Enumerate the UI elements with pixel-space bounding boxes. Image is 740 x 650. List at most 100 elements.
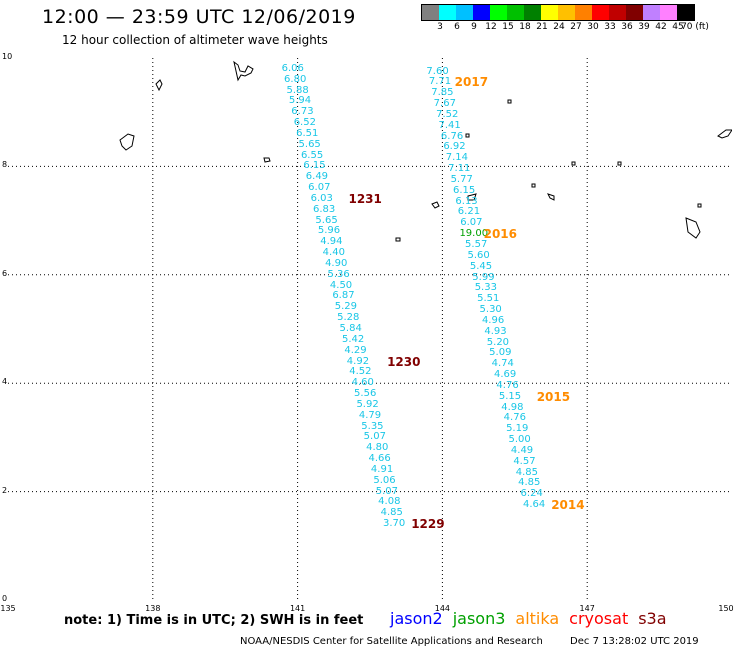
- map-canvas: [8, 58, 732, 600]
- wave-height-value: 4.29: [344, 344, 367, 356]
- wave-height-value: 5.35: [361, 420, 384, 432]
- island-shape: [685, 217, 701, 239]
- color-scale-label: 45: [672, 22, 684, 32]
- footer: NOAA/NESDIS Center for Satellite Applica…: [240, 636, 699, 647]
- credit-text: NOAA/NESDIS Center for Satellite Applica…: [240, 636, 543, 647]
- satellite-legend: jason2 jason3 altika cryosat s3a: [390, 609, 677, 628]
- wave-height-value: 6.76: [440, 130, 464, 142]
- island-shape: [431, 201, 440, 209]
- wave-height-value: 4.08: [378, 496, 401, 508]
- wave-height-value: 5.29: [334, 301, 357, 313]
- x-tick-label: 147: [579, 604, 595, 613]
- island-shape: [617, 161, 622, 166]
- color-scale-label: 39: [638, 22, 650, 32]
- wave-height-value: 19.00: [459, 228, 489, 240]
- page-subtitle: 12 hour collection of altimeter wave hei…: [62, 33, 328, 47]
- wave-height-value: 6.55: [300, 149, 324, 161]
- wave-height-value: 5.20: [486, 336, 510, 348]
- color-scale-swatch: [541, 5, 558, 20]
- wave-height-value: 5.45: [469, 260, 493, 272]
- wave-height-value: 7.52: [436, 108, 459, 120]
- island-shape: [697, 203, 702, 208]
- island-shape: [233, 60, 254, 82]
- wave-height-value: 6.49: [305, 171, 329, 183]
- wave-height-value: 4.66: [368, 453, 391, 465]
- generated-timestamp: Dec 7 13:28:02 UTC 2019: [570, 636, 699, 647]
- time-tag: 1230: [387, 354, 421, 369]
- wave-height-value: 3.70: [382, 518, 406, 530]
- wave-height-value: 5.00: [508, 434, 531, 446]
- wave-height-value: 5.77: [450, 173, 473, 185]
- color-scale-swatch: [626, 5, 643, 20]
- color-scale-swatch: [677, 5, 694, 20]
- wave-height-value: 7.14: [445, 152, 469, 164]
- island-shape: [263, 157, 271, 163]
- wave-height-value: 6.83: [313, 203, 336, 215]
- color-scale-swatch: [473, 5, 490, 20]
- wave-height-value: 4.92: [346, 355, 370, 367]
- units-note: note: 1) Time is in UTC; 2) SWH is in fe…: [64, 613, 364, 628]
- wave-height-value: 5.30: [479, 304, 502, 316]
- wave-height-value: 5.88: [286, 84, 309, 96]
- wave-height-value: 7.60: [426, 65, 449, 77]
- color-scale-swatch: [609, 5, 626, 20]
- wave-height-value: 6.03: [310, 192, 333, 204]
- wave-height-value: 4.52: [349, 366, 372, 378]
- y-tick-label: 6: [2, 268, 8, 278]
- wave-height-value: 4.74: [491, 358, 514, 370]
- wave-height-value: 5.56: [354, 388, 377, 400]
- color-scale-label: 42: [655, 22, 667, 32]
- wave-height-value: 5.51: [477, 293, 500, 305]
- time-tag: 1229: [411, 517, 445, 532]
- wave-height-value: 6.80: [284, 73, 307, 85]
- color-scale-label: 30: [587, 22, 599, 32]
- island-shape: [507, 99, 512, 104]
- wave-height-value: 4.57: [513, 455, 536, 467]
- color-scale-label: 21: [536, 22, 548, 32]
- wave-height-value: 6.06: [281, 62, 304, 74]
- color-scale-swatch: [558, 5, 575, 20]
- color-scale-swatch: [439, 5, 456, 20]
- color-scale-swatch: [643, 5, 660, 20]
- wave-height-value: 6.87: [332, 290, 355, 302]
- wave-height-value: 5.65: [298, 138, 321, 150]
- map-panel: 6.06 6.80 5.88 5.94 6.73 6.52 6.51 5.65 6.55 6.15…: [8, 58, 732, 600]
- wave-height-value: 5.36: [327, 268, 350, 280]
- wave-height-value: 5.92: [356, 398, 379, 410]
- color-scale-swatch: [490, 5, 507, 20]
- time-tag: 2015: [536, 389, 571, 404]
- wave-height-value: 4.64: [522, 499, 546, 511]
- wave-height-value: 5.06: [373, 474, 396, 486]
- wave-height-value: 5.07: [375, 485, 399, 497]
- wave-height-value: 4.85: [515, 466, 538, 478]
- y-tick-label: 0: [2, 594, 8, 603]
- wave-height-value: 7.41: [438, 119, 461, 131]
- wave-height-value: 7.85: [431, 87, 454, 99]
- wave-height-value: 4.79: [358, 409, 382, 421]
- wave-height-value: 5.65: [315, 214, 338, 226]
- satellite-label: jason3: [452, 609, 506, 628]
- wave-height-value: 7.11: [448, 163, 471, 175]
- x-tick-label: 144: [434, 604, 451, 613]
- island-shape: [395, 237, 401, 242]
- island-shape: [717, 129, 732, 139]
- color-scale-label: 9: [471, 22, 477, 32]
- island-shape: [571, 161, 576, 166]
- wave-height-value: 4.94: [320, 236, 343, 248]
- wave-height-value: 5.09: [489, 347, 512, 359]
- wave-height-value: 4.85: [518, 477, 541, 489]
- wave-height-value: 4.85: [380, 507, 403, 519]
- y-tick-label: 2: [2, 485, 8, 495]
- wave-height-value: 6.13: [455, 195, 478, 207]
- wave-height-value: 6.92: [443, 141, 466, 153]
- wave-height-value: 6.51: [296, 127, 319, 139]
- island-shape: [119, 133, 135, 151]
- page-title: 12:00 — 23:59 UTC 12/06/2019: [42, 6, 356, 28]
- wave-height-value: 6.15: [303, 160, 326, 172]
- coastlines: [119, 60, 732, 242]
- wave-height-value: 4.60: [351, 377, 374, 389]
- island-shape: [465, 133, 470, 138]
- color-scale-swatch: [422, 5, 439, 20]
- wave-height-value: 7.71: [428, 76, 452, 88]
